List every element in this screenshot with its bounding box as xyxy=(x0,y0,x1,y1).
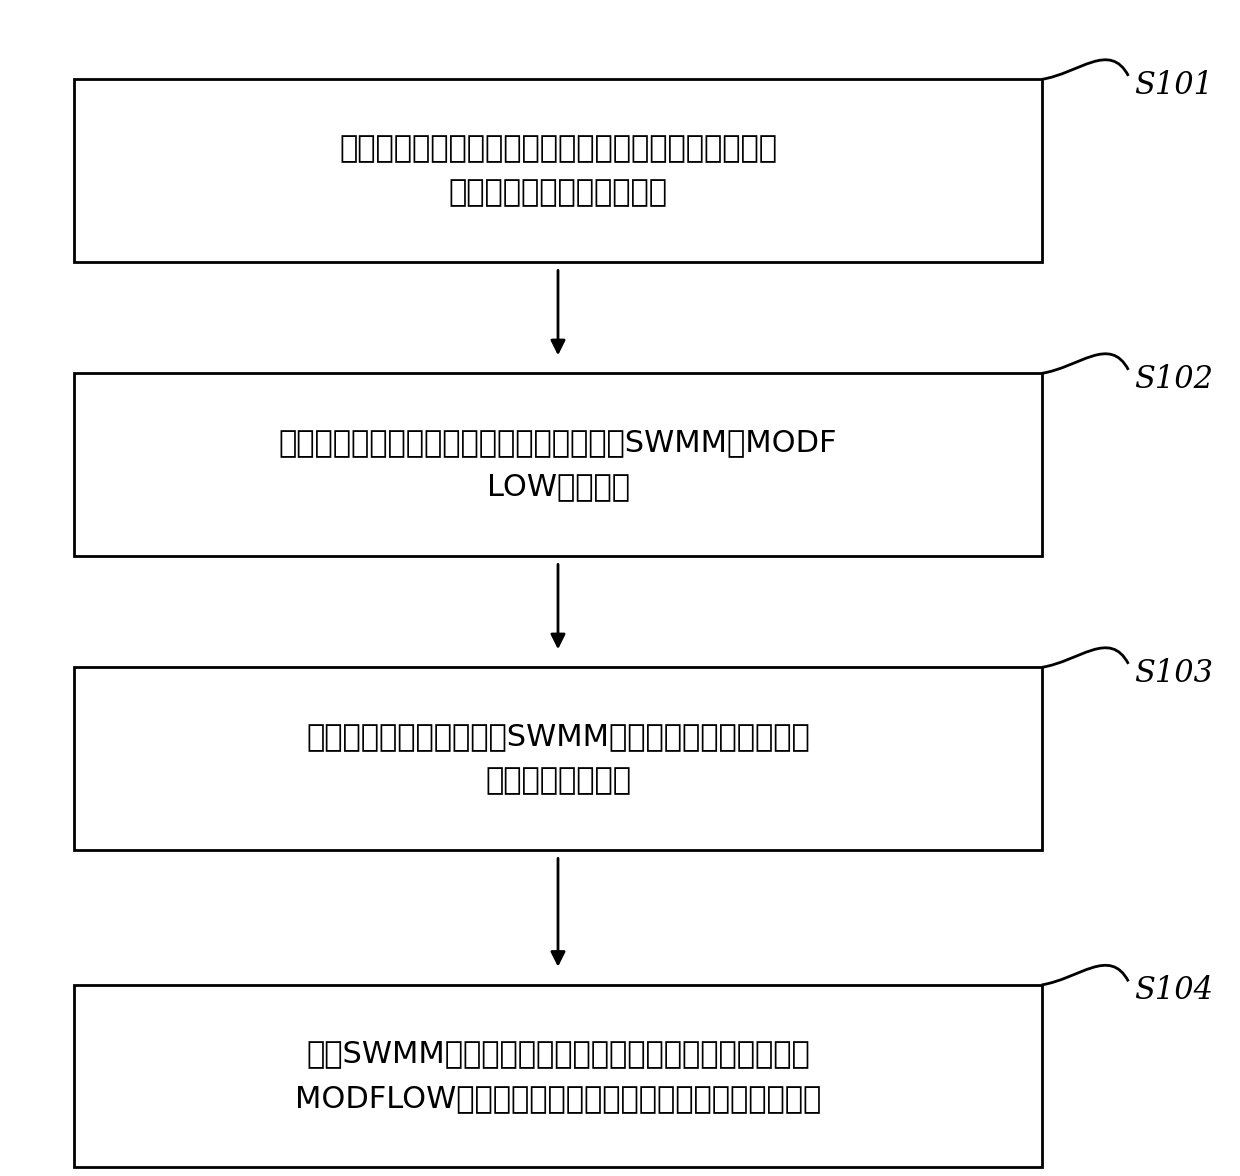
Text: S104: S104 xyxy=(1135,976,1214,1007)
Text: S101: S101 xyxy=(1135,71,1214,101)
Text: LOW耦合模型: LOW耦合模型 xyxy=(486,473,630,501)
Text: 采集研究区域空间地理数据、气象数据、降雨相关的水: 采集研究区域空间地理数据、气象数据、降雨相关的水 xyxy=(339,134,777,162)
Text: S102: S102 xyxy=(1135,365,1214,395)
Bar xyxy=(74,668,1042,849)
Text: 结合所采集的数据，构建适用于研究区域的SWMM与MODF: 结合所采集的数据，构建适用于研究区域的SWMM与MODF xyxy=(279,428,837,456)
Text: MODFLOW模型分析不同降雨不给情景下地下水动态变化: MODFLOW模型分析不同降雨不给情景下地下水动态变化 xyxy=(295,1084,821,1112)
Text: S103: S103 xyxy=(1135,659,1214,689)
Text: 地表水的动态变化: 地表水的动态变化 xyxy=(485,767,631,795)
Text: 构建不同降雨情景，结合SWMM模型分析不同降雨情境下: 构建不同降雨情景，结合SWMM模型分析不同降雨情境下 xyxy=(306,722,810,750)
Text: 结合SWMM模型模拟结果，构建不同降雨补给情景，结合: 结合SWMM模型模拟结果，构建不同降雨补给情景，结合 xyxy=(306,1040,810,1068)
Bar xyxy=(74,374,1042,556)
Bar xyxy=(74,80,1042,262)
Text: 文数据及水文地质基础数据: 文数据及水文地质基础数据 xyxy=(449,179,667,207)
Bar xyxy=(74,985,1042,1167)
